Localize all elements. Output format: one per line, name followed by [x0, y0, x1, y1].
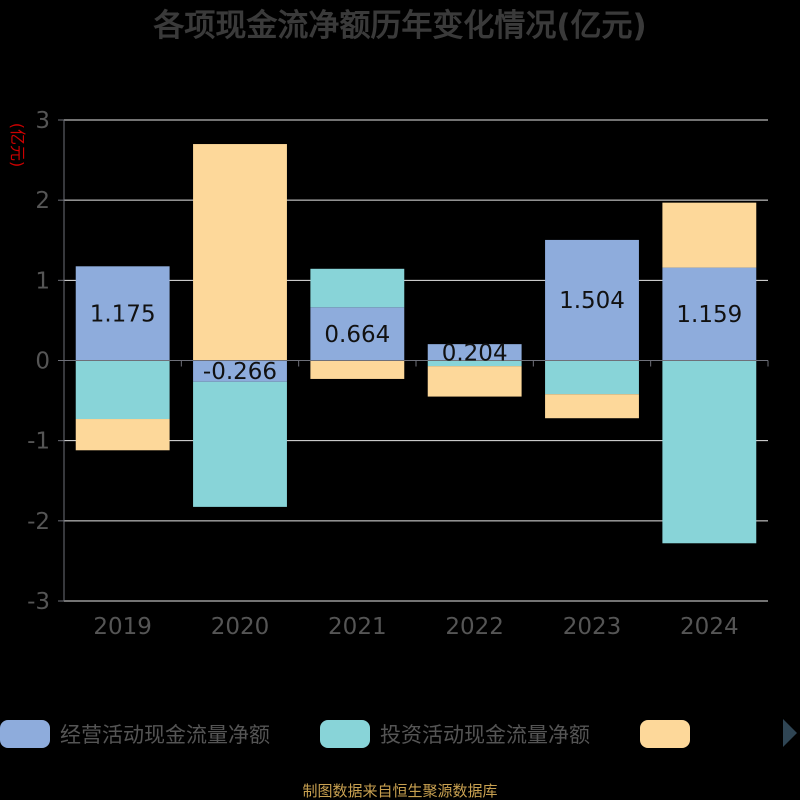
bar-segment [193, 360, 287, 382]
bar-value-labels: 1.175 -0.266 0.664 0.204 1.504 1.159 [90, 288, 743, 385]
bar-segment [75, 266, 170, 361]
x-tick-label: 2024 [680, 614, 739, 640]
bar-value-label: 0.664 [324, 322, 390, 348]
bars [75, 144, 757, 544]
x-tick-label: 2023 [563, 614, 622, 640]
bar-segment [545, 360, 639, 395]
y-tick-label: 1 [35, 268, 50, 294]
bar-segment [75, 419, 170, 451]
legend: 经营活动现金流量净额 投资活动现金流量净额 [0, 720, 690, 748]
x-tick-label: 2021 [328, 614, 387, 640]
bar-value-label: 0.204 [442, 340, 508, 366]
x-tick-label: 2022 [445, 614, 504, 640]
bar-segment [75, 360, 170, 420]
x-tick-label: 2019 [93, 614, 152, 640]
y-tick-label: -3 [27, 589, 50, 615]
legend-swatch[interactable] [0, 720, 50, 748]
bar-segment [427, 366, 522, 397]
y-tick-labels: 3 2 1 0 -1 -2 -3 [27, 108, 50, 615]
bar-segment [310, 360, 405, 379]
bar-value-label: 1.159 [676, 302, 742, 328]
legend-swatch[interactable] [640, 720, 690, 748]
chart-title: 各项现金流净额历年变化情况(亿元) [152, 8, 646, 44]
bar-segment [427, 360, 522, 367]
y-tick-label: 2 [35, 188, 50, 214]
axes [63, 120, 769, 601]
legend-next-page-arrow[interactable] [783, 719, 797, 747]
legend-label[interactable]: 投资活动现金流量净额 [380, 723, 590, 747]
y-axis-unit: (亿元) [8, 123, 27, 168]
bar-segment [545, 239, 639, 361]
grid-lines [58, 119, 768, 602]
chevron-right-icon[interactable] [783, 719, 797, 747]
legend-label[interactable]: 经营活动现金流量净额 [60, 723, 270, 747]
x-tick-labels: 2019 2020 2021 2022 2023 2024 [93, 614, 738, 640]
bar-segment [662, 360, 757, 544]
bar-segment [193, 381, 287, 507]
data-source-note: 制图数据来自恒生聚源数据库 [302, 782, 497, 800]
bar-value-label: 1.504 [559, 288, 625, 314]
bar-segment [310, 268, 405, 308]
bar-segment [427, 344, 522, 361]
bar-segment [545, 394, 639, 419]
bar-segment [193, 144, 287, 361]
bar-segment [310, 307, 405, 361]
bar-value-label: -0.266 [203, 359, 277, 385]
y-tick-label: 0 [35, 349, 50, 375]
bar-segment [662, 202, 757, 268]
y-tick-label: 3 [35, 108, 50, 134]
x-tick-label: 2020 [211, 614, 270, 640]
legend-swatch[interactable] [320, 720, 370, 748]
y-tick-label: -1 [27, 429, 50, 455]
bar-segment [662, 267, 757, 361]
bar-value-label: 1.175 [90, 301, 156, 327]
y-tick-label: -2 [27, 509, 50, 535]
